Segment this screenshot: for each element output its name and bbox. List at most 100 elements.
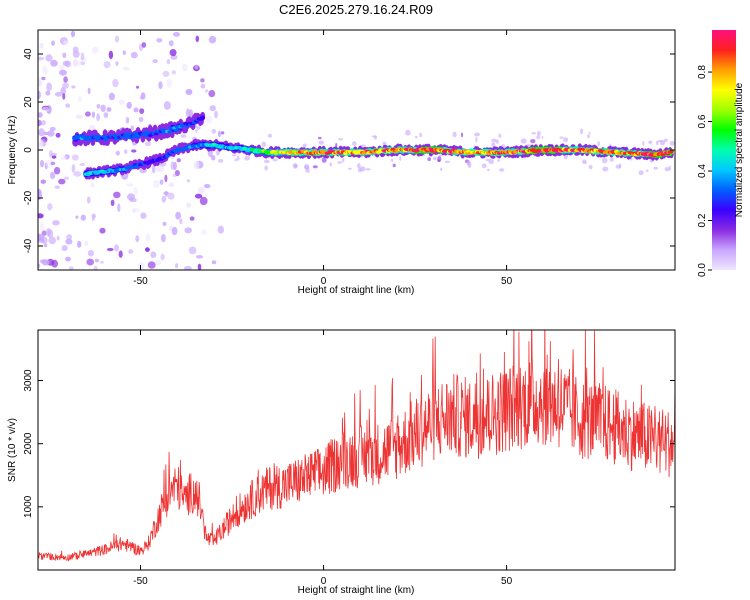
spectrogram-noise-cell — [62, 52, 67, 59]
spectrogram-noise-cell — [112, 78, 119, 88]
spectrogram-noise-cell — [40, 179, 47, 184]
spectrogram-noise-cell — [133, 107, 139, 113]
spectrogram-noise-cell — [38, 57, 45, 61]
spectrogram-noise-cell — [47, 130, 55, 137]
spectrogram-halo-cell — [541, 136, 544, 139]
spectrogram-halo-cell — [419, 132, 423, 138]
spectrogram-noise-cell — [159, 179, 164, 185]
spectrogram-noise-cell — [64, 60, 72, 68]
spectrogram-noise-cell — [188, 246, 197, 255]
colorbar-ticks: 0.0 0.2 0.4 0.6 0.8 — [697, 65, 712, 277]
spectrogram-noise-cell — [114, 244, 119, 252]
spectrogram-upper-branch-cell — [135, 135, 141, 139]
spectrogram-noise-cell — [39, 222, 45, 231]
spectrogram-noise-cell — [43, 243, 48, 248]
spectrogram-noise-cell — [99, 227, 106, 234]
spectrogram-noise-cell — [77, 96, 82, 102]
spectrogram-noise-cell — [114, 35, 120, 43]
spectrogram-noise-cell — [65, 256, 71, 262]
spectrogram-noise-cell — [145, 247, 150, 252]
spectrogram-noise-cell — [38, 119, 42, 127]
spectrogram-noise-cell — [217, 130, 222, 138]
spectrogram-halo-cell — [405, 129, 411, 136]
spectrogram-noise-cell — [130, 125, 134, 131]
spectrogram-halo-cell — [536, 131, 542, 136]
spectrogram-noise-cell — [41, 120, 46, 126]
spectrogram-halo-cell — [481, 163, 487, 169]
spectrogram-halo-cell — [602, 166, 609, 172]
spectrogram-noise-cell — [151, 165, 156, 174]
spectrogram-noise-cell — [75, 215, 79, 219]
spectrogram-noise-cell — [91, 111, 95, 118]
spectrogram-upper-branch-cell — [173, 128, 179, 133]
spectrogram-noise-cell — [170, 161, 175, 170]
spectrogram-noise-cell — [205, 115, 213, 124]
spectrogram-halo-cell — [460, 132, 464, 138]
spectrogram-halo-cell — [587, 134, 590, 139]
spectrogram-noise-cell — [63, 176, 70, 180]
spectrogram-noise-cell — [130, 51, 138, 59]
spectrogram-halo-cell — [321, 157, 327, 163]
spectrogram-halo-cell — [236, 155, 240, 161]
spectrogram-noise-cell — [65, 103, 71, 108]
spectrogram-noise-cell — [60, 155, 68, 160]
spectrogram-halo-cell — [218, 159, 224, 163]
spectrogram-halo-cell — [392, 163, 396, 168]
spectrogram-halo-cell — [638, 170, 644, 176]
spectrogram-noise-cell — [94, 258, 99, 263]
spectrogram-noise-cell — [68, 266, 74, 270]
spectrogram-halo-cell — [487, 168, 490, 172]
spectrogram-ridge-cell — [668, 150, 674, 154]
spectrogram-noise-cell — [96, 113, 100, 122]
spectrogram-halo-cell — [645, 169, 649, 172]
spectrogram-noise-cell — [144, 141, 152, 147]
spectrogram-noise-cell — [60, 87, 66, 96]
spectrogram-noise-cell — [106, 247, 114, 252]
snr-x-tick-label: 0 — [321, 576, 327, 587]
spectrogram-noise-cell — [147, 261, 156, 269]
spectrogram-noise-cell — [155, 164, 164, 173]
spectrogram-halo-cell — [491, 138, 497, 143]
spectrogram-halo-cell — [294, 163, 298, 169]
spectrogram-noise-cell — [41, 259, 50, 266]
spectrogram-noise-cell — [79, 163, 86, 166]
spectrogram-noise-cell — [217, 225, 224, 234]
spectrogram-halo-cell — [272, 158, 278, 162]
spectrogram-halo-cell — [495, 139, 499, 144]
spectrogram-halo-cell — [530, 139, 536, 144]
spectrogram-noise-cell — [77, 240, 82, 248]
spectrogram-x-ticks: -50 0 50 — [133, 30, 513, 287]
spectrogram-noise-cell — [135, 235, 140, 243]
spectrogram-y-tick-label: 0 — [23, 147, 34, 153]
chart-title: C2E6.2025.279.16.24.R09 — [279, 2, 433, 17]
spectrogram-noise-cell — [162, 70, 170, 78]
spectrogram-halo-cell — [231, 154, 237, 157]
spectrogram-noise-cell — [194, 193, 203, 199]
spectrogram-noise-cell — [38, 239, 45, 243]
spectrogram-noise-cell — [140, 212, 147, 219]
spectrogram-noise-cell — [49, 149, 53, 158]
spectrogram-noise-cell — [38, 77, 41, 84]
spectrogram-halo-cell — [660, 140, 666, 146]
spectrogram-marks — [38, 30, 675, 270]
spectrogram-noise-cell — [150, 251, 157, 258]
spectrogram-y-tick-label: -20 — [23, 190, 34, 205]
snr-y-ticks: 1000 2000 3000 — [23, 369, 675, 518]
spectrogram-noise-cell — [167, 192, 175, 200]
spectrogram-noise-cell — [53, 166, 61, 175]
spectrogram-halo-cell — [342, 158, 345, 163]
spectrogram-halo-cell — [359, 144, 366, 147]
spectrogram-halo-cell — [365, 168, 371, 171]
spectrogram-halo-cell — [467, 162, 472, 168]
spectrogram-noise-cell — [90, 182, 95, 188]
spectrogram-noise-cell — [38, 213, 44, 219]
spectrogram-noise-cell — [179, 218, 183, 225]
spectrogram-noise-cell — [122, 66, 130, 71]
spectrogram-noise-cell — [118, 250, 123, 258]
spectrogram-noise-cell — [115, 61, 119, 66]
spectrogram-noise-cell — [204, 89, 209, 93]
spectrogram-noise-cell — [163, 101, 171, 110]
spectrogram-noise-cell — [169, 49, 177, 57]
spectrogram-halo-cell — [601, 157, 608, 164]
spectrogram-halo-cell — [267, 133, 272, 138]
